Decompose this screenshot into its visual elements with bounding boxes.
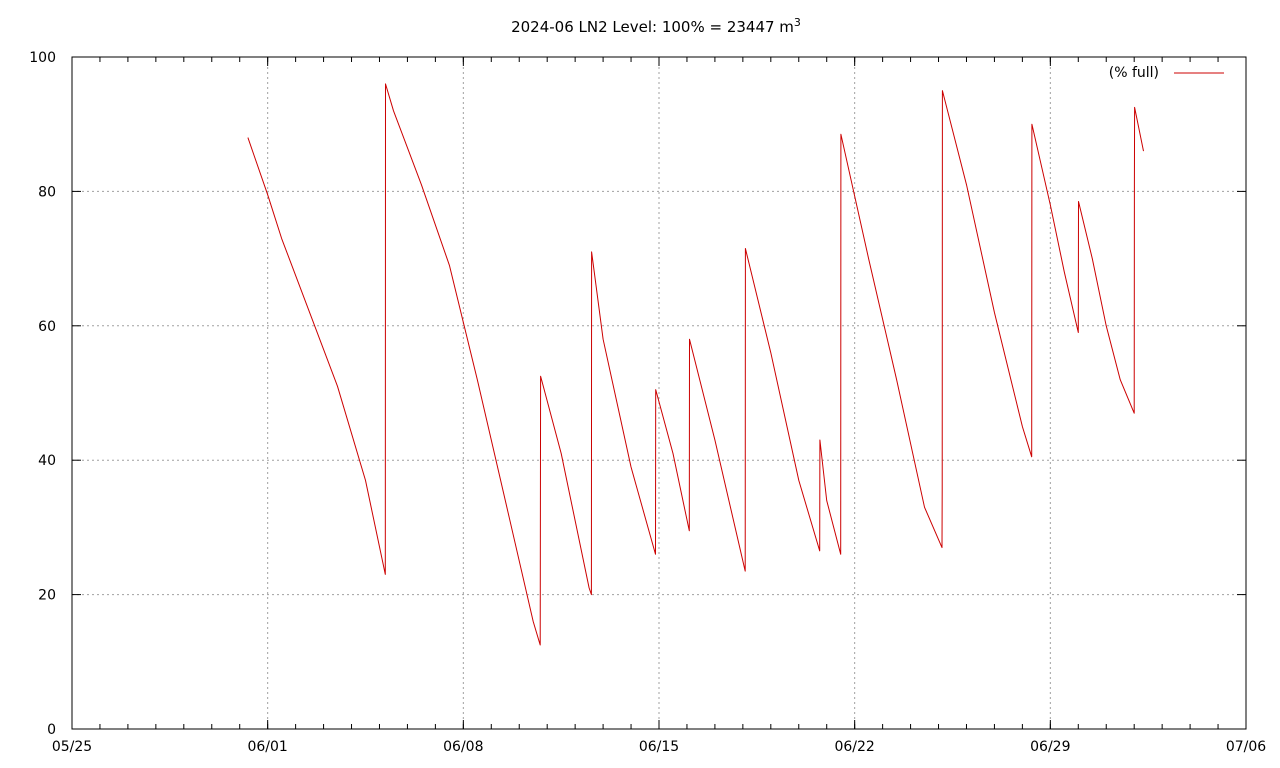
y-tick-label: 20 [38, 588, 56, 604]
x-tick-label: 06/01 [247, 739, 287, 755]
x-tick-label: 06/29 [1030, 739, 1070, 755]
x-tick-label: 06/15 [639, 739, 679, 755]
y-tick-label: 80 [38, 184, 56, 200]
ticks-layer: 05/25 06/01 06/08 06/15 06/22 06/29 07/06 0 20 40… [29, 50, 1266, 755]
x-tick-label: 06/08 [443, 739, 483, 755]
x-tick-label: 07/06 [1226, 739, 1266, 755]
series-layer [247, 83, 1144, 646]
plot-frame [71, 56, 1247, 730]
y-tick-label: 40 [38, 453, 56, 469]
x-tick-label: 06/22 [834, 739, 874, 755]
chart-title: 2024-06 LN2 Level: 100% = 23447 m3 [511, 16, 801, 36]
legend-label-percent-full: (% full) [1109, 65, 1159, 81]
chart-title-main: 2024-06 LN2 Level: 100% = 23447 m [511, 18, 794, 36]
grid-layer [72, 57, 1246, 729]
y-tick-label: 100 [29, 50, 56, 66]
y-tick-label: 60 [38, 319, 56, 335]
legend: (% full) [1109, 65, 1224, 81]
chart-title-superscript: 3 [794, 16, 801, 29]
x-tick-label: 05/25 [52, 739, 92, 755]
series-line-percent-full [247, 83, 1144, 646]
y-tick-label: 0 [47, 722, 56, 738]
